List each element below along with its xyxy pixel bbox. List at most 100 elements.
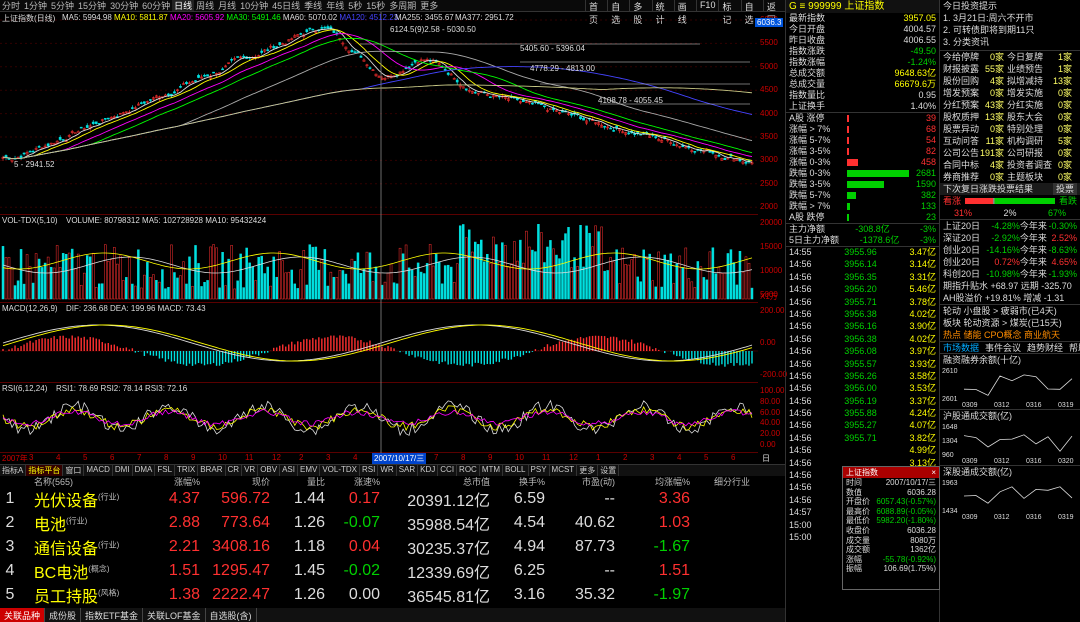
- info-link[interactable]: 趋势财经: [1027, 343, 1064, 353]
- hot-item[interactable]: 轮动 小盘股 > 疲弱市(已4天): [943, 306, 1057, 316]
- indicator-tab-8[interactable]: BRAR: [198, 465, 226, 476]
- stat-row[interactable]: 互动问答 11家 机构调研 5家: [940, 135, 1080, 147]
- bottom-tabs[interactable]: 关联品种 成份股 指数ETF基金 关联LOF基金 自选股(含): [0, 608, 785, 622]
- indicator-tab-10[interactable]: VR: [242, 465, 259, 476]
- stat-row[interactable]: 合同中标 4家 投资者调查 0家: [940, 159, 1080, 171]
- indicator-tab-2[interactable]: 窗口: [63, 465, 85, 476]
- notice-item[interactable]: 1. 3月21日:周六不开市: [943, 13, 1034, 23]
- col-pe[interactable]: 市盈(动): [582, 477, 615, 487]
- table-row[interactable]: 1 光伏设备(行业) 4.37 596.72 1.44 0.17 20391.12亿 6.59…: [0, 487, 785, 511]
- hot-item[interactable]: 板块 轮动资源 > 煤炭(已15天): [943, 318, 1062, 328]
- hot-item[interactable]: 热点 储能 CPO概念 商业航天: [943, 330, 1061, 340]
- indicator-tab-20[interactable]: ROC: [457, 465, 480, 476]
- indicator-tab-12[interactable]: ASI: [280, 465, 298, 476]
- indicator-tab-17[interactable]: SAR: [397, 465, 419, 476]
- col-price[interactable]: 现价: [251, 477, 270, 487]
- tool-button-0[interactable]: 首页: [585, 0, 607, 25]
- indicator-tab-13[interactable]: EMV: [298, 465, 321, 476]
- mini-chart[interactable]: 深股通成交额(亿) 1963 1434 0309 0312 0316 0319: [940, 465, 1080, 521]
- col-vr[interactable]: 量比: [306, 477, 325, 487]
- indicator-tab-23[interactable]: PSY: [529, 465, 550, 476]
- quote-header[interactable]: G ≡ 999999 上证指数: [786, 0, 939, 13]
- indicator-tab-3[interactable]: MACD: [84, 465, 113, 476]
- stat-row[interactable]: 股票异动 0家 特别处理 0家: [940, 123, 1080, 135]
- indicator-tab-24[interactable]: MCST: [550, 465, 578, 476]
- macd-panel[interactable]: MACD(12,26,9) DIF: 236.68 DEA: 199.96 MA…: [0, 303, 758, 383]
- stat-row[interactable]: 分红预案 43家 分红实施 0家: [940, 99, 1080, 111]
- col-speed[interactable]: 涨速%: [353, 477, 380, 487]
- period-9[interactable]: 10分钟: [240, 1, 269, 11]
- stat-row[interactable]: 财报披露 55家 业绩预告 1家: [940, 63, 1080, 75]
- col-name[interactable]: 名称(565): [34, 477, 74, 487]
- bottom-tab-4[interactable]: 自选股(含): [206, 608, 257, 622]
- bottom-tab-0[interactable]: 关联品种: [0, 608, 46, 622]
- bottom-tab-2[interactable]: 指数ETF基金: [81, 608, 144, 622]
- period-1[interactable]: 1分钟: [24, 1, 48, 11]
- period-16[interactable]: 更多: [420, 1, 439, 11]
- volume-chart[interactable]: [0, 215, 758, 303]
- table-row[interactable]: 5 员工持股(风格) 1.38 2222.47 1.26 0.00 36545.81亿 3.1…: [0, 583, 785, 607]
- volume-panel[interactable]: VOL-TDX(5,10) VOLUME: 80798312 MA5: 1027…: [0, 215, 758, 303]
- indicator-tab-14[interactable]: VOL-TDX: [320, 465, 361, 476]
- tool-button-7[interactable]: 自选: [740, 0, 763, 25]
- indicator-tab-25[interactable]: 更多: [577, 465, 599, 476]
- col-chg[interactable]: 涨幅%: [173, 477, 200, 487]
- indicator-tab-15[interactable]: RSI: [360, 465, 379, 476]
- rsi-chart[interactable]: [0, 383, 758, 453]
- tool-button-4[interactable]: 画线: [673, 0, 696, 25]
- mini-chart[interactable]: 沪股通成交额(亿) 1648 1304 960 0309 0312 0316 0320: [940, 409, 1080, 465]
- indicator-tab-19[interactable]: CCI: [438, 465, 458, 476]
- period-14[interactable]: 15秒: [366, 1, 386, 11]
- stat-row[interactable]: 股份回购 4家 拟增减持 13家: [940, 75, 1080, 87]
- period-13[interactable]: 5秒: [348, 1, 363, 11]
- col-amt[interactable]: 总市值: [462, 477, 490, 487]
- stat-row[interactable]: 券商推荐 0家 主题板块 0家: [940, 171, 1080, 183]
- mini-chart[interactable]: 融资融券余额(十亿) 2610 2601 0309 0312 0316 0319: [940, 353, 1080, 409]
- table-row[interactable]: 3 通信设备(行业) 2.21 3408.16 1.18 0.04 30235.37亿 4.9…: [0, 535, 785, 559]
- notice-item[interactable]: 3. 分类资讯: [943, 37, 990, 47]
- tool-button-6[interactable]: 标记: [718, 0, 740, 25]
- indicator-tab-11[interactable]: OBV: [258, 465, 281, 476]
- kline-chart[interactable]: [0, 12, 758, 215]
- bottom-tab-1[interactable]: 成份股: [45, 608, 82, 622]
- close-icon[interactable]: ×: [931, 468, 936, 477]
- vote-button[interactable]: 投票: [1052, 183, 1077, 195]
- stat-row[interactable]: 公司公告 191家 公司研报 0家: [940, 147, 1080, 159]
- indicator-tabs[interactable]: 指标A 指标平台 窗口 MACD DMI DMA FSL TRIX BRAR CR VR OBV ASI…: [0, 464, 785, 476]
- table-row[interactable]: 4 BC电池(概念) 1.51 1295.47 1.45 -0.02 12339.69亿 6.…: [0, 559, 785, 583]
- indicator-tab-18[interactable]: KDJ: [418, 465, 439, 476]
- stat-row[interactable]: 股权质押 13家 股东大会 0家: [940, 111, 1080, 123]
- tool-button-5[interactable]: F10: [695, 0, 719, 12]
- kline-panel[interactable]: 上证指数(日线) MA5: 5994.98 MA10: 5811.87 MA20…: [0, 12, 758, 215]
- info-link[interactable]: 市场数据: [943, 343, 980, 353]
- macd-chart[interactable]: [0, 303, 758, 383]
- indicator-tab-16[interactable]: WR: [378, 465, 397, 476]
- indicator-tab-5[interactable]: DMA: [133, 465, 156, 476]
- period-6[interactable]: 日线: [172, 0, 195, 11]
- stat-row[interactable]: 增发预案 0家 增发实施 0家: [940, 87, 1080, 99]
- col-sub[interactable]: 细分行业: [713, 477, 750, 487]
- indicator-tab-21[interactable]: MTM: [480, 465, 504, 476]
- tool-button-8[interactable]: 返回: [762, 0, 785, 25]
- period-11[interactable]: 季线: [304, 1, 323, 11]
- indicator-tab-6[interactable]: FSL: [155, 465, 176, 476]
- period-8[interactable]: 月线: [218, 1, 237, 11]
- rsi-panel[interactable]: RSI(6,12,24) RSI1: 78.69 RSI2: 78.14 RSI…: [0, 383, 758, 453]
- period-10[interactable]: 45日线: [272, 1, 301, 11]
- stat-row[interactable]: 今给停牌 0家 今日复牌 1家: [940, 51, 1080, 63]
- info-link[interactable]: 事件会议: [985, 343, 1022, 353]
- period-15[interactable]: 多周期: [389, 1, 417, 11]
- tool-button-1[interactable]: 自选: [607, 0, 629, 25]
- sector-table[interactable]: 名称(565) 涨幅% 现价 量比 涨速% 总市值 换手% 市盈(动) 均涨幅%…: [0, 476, 785, 608]
- period-0[interactable]: 分时: [2, 1, 21, 11]
- period-4[interactable]: 30分钟: [110, 1, 139, 11]
- tool-button-2[interactable]: 多股: [629, 0, 651, 25]
- tool-button-3[interactable]: 统计: [651, 0, 674, 25]
- info-link[interactable]: 帮助: [1069, 343, 1080, 353]
- indicator-tab-22[interactable]: BOLL: [503, 465, 529, 476]
- indicator-tab-9[interactable]: CR: [226, 465, 243, 476]
- indicator-tab-1[interactable]: 指标平台: [26, 465, 64, 476]
- indicator-tab-0[interactable]: 指标A: [0, 465, 27, 476]
- period-12[interactable]: 年线: [326, 1, 345, 11]
- table-row[interactable]: 2 电池(行业) 2.88 773.64 1.26 -0.07 35988.54亿 4.54 4…: [0, 511, 785, 535]
